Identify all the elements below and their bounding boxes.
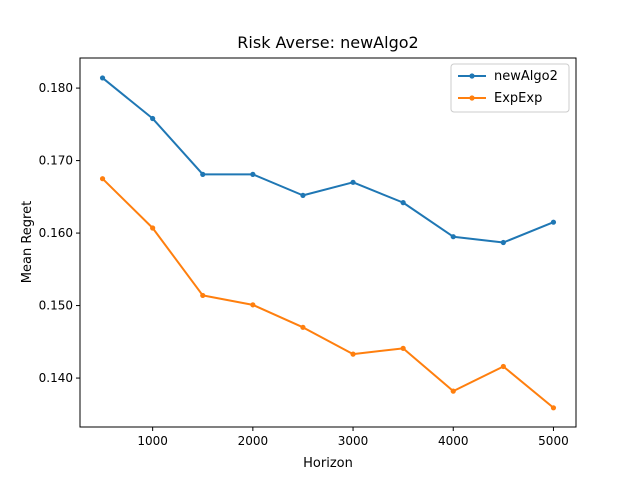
data-point-expexp <box>350 351 356 357</box>
y-axis-label: Mean Regret <box>20 201 35 283</box>
data-point-newalgo2 <box>450 234 456 240</box>
data-point-expexp <box>250 302 256 308</box>
y-tick-label: 0.180 <box>39 81 73 95</box>
data-point-newalgo2 <box>250 171 256 177</box>
y-tick-label: 0.140 <box>39 371 73 385</box>
data-point-newalgo2 <box>400 200 406 206</box>
data-point-expexp <box>500 363 506 370</box>
data-point-expexp <box>99 176 106 182</box>
data-point-expexp <box>400 345 406 351</box>
data-point-expexp <box>550 405 557 411</box>
x-tick-label: 2000 <box>238 434 269 448</box>
data-point-newalgo2 <box>150 115 156 122</box>
data-point-newalgo2 <box>500 239 506 246</box>
data-point-newalgo2 <box>99 75 106 81</box>
x-tick-label: 1000 <box>137 434 168 448</box>
data-point-expexp <box>150 225 156 231</box>
legend-marker-newalgo2 <box>469 73 475 79</box>
data-point-newalgo2 <box>350 179 356 185</box>
data-point-expexp <box>300 324 306 330</box>
legend-marker-expexp <box>469 95 475 101</box>
series-line-newalgo2 <box>101 76 555 244</box>
x-tick-label: 5000 <box>538 434 569 448</box>
x-axis-label: Horizon <box>303 456 353 471</box>
legend-label-expexp: ExpExp <box>494 91 542 106</box>
series-group <box>99 75 557 411</box>
y-tick-label: 0.150 <box>39 299 73 313</box>
series-line-expexp <box>101 177 555 409</box>
axis-ticks: 1000 2000 3000 4000 5000 0.140 0.150 0.160 0.170… <box>39 81 569 448</box>
data-point-newalgo2 <box>550 219 557 225</box>
plot-frame <box>79 57 577 428</box>
x-tick-label: 3000 <box>338 434 369 448</box>
data-point-newalgo2 <box>300 192 306 198</box>
y-tick-label: 0.160 <box>39 226 73 240</box>
y-tick-label: 0.170 <box>39 154 73 168</box>
data-point-expexp <box>450 388 456 394</box>
data-point-expexp <box>200 292 206 299</box>
data-point-newalgo2 <box>200 171 206 177</box>
legend-label-newalgo2: newAlgo2 <box>494 69 558 84</box>
chart-title: Risk Averse: newAlgo2 <box>237 33 418 52</box>
x-tick-label: 4000 <box>438 434 469 448</box>
legend: newAlgo2 ExpExp <box>450 63 570 113</box>
